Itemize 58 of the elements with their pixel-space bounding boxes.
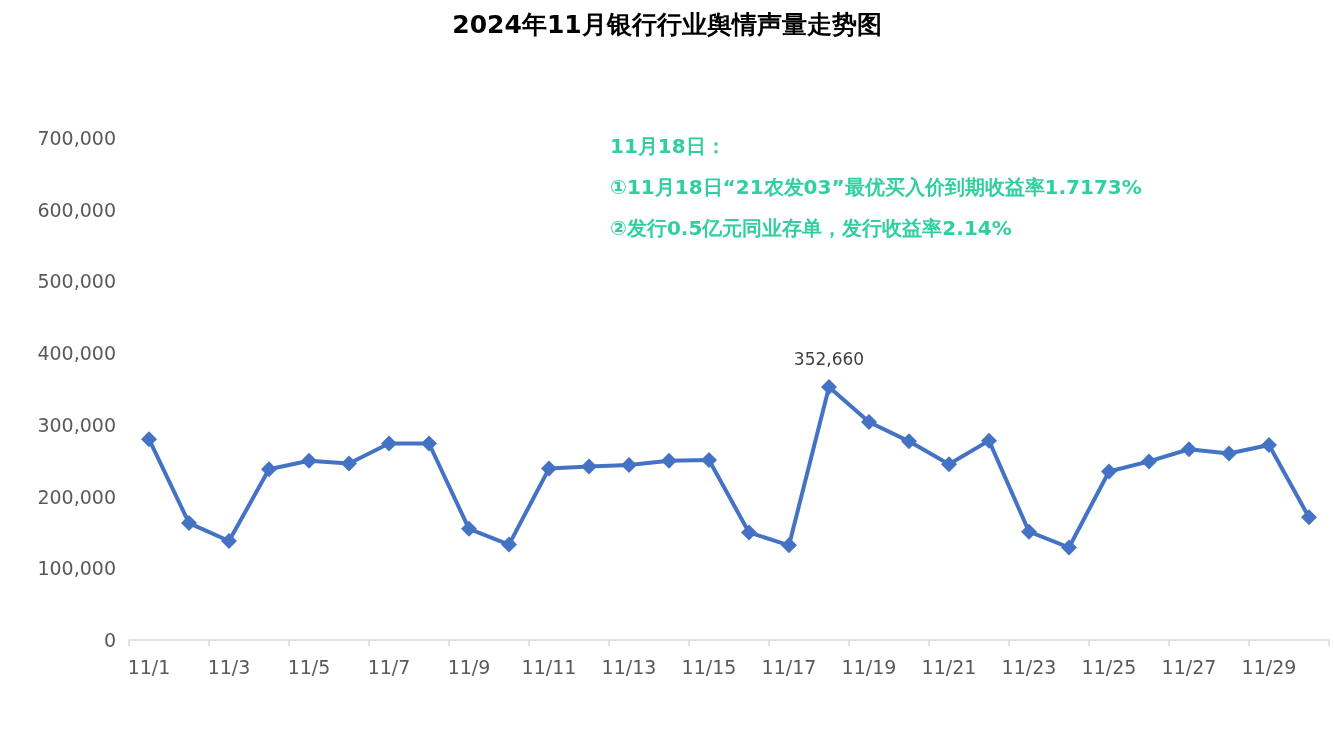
point xyxy=(341,455,357,472)
point xyxy=(701,452,717,468)
x-tick-label: 11/5 xyxy=(287,656,331,678)
point xyxy=(941,456,957,473)
point xyxy=(1221,445,1237,462)
data-label: 352,660 xyxy=(793,349,865,370)
x-tick-label: 11/15 xyxy=(681,656,737,678)
point xyxy=(1141,453,1157,470)
point xyxy=(1261,436,1277,453)
x-tick-label: 11/13 xyxy=(601,656,657,678)
y-tick-label: 600,000 xyxy=(37,198,116,221)
annotation: ①11月18日“21农发03”最优买入价到期收益率1.7173% xyxy=(610,174,1142,201)
x-tick-label: 11/3 xyxy=(207,656,251,678)
y-tick-label: 500,000 xyxy=(37,270,116,293)
y-tick-label: 200,000 xyxy=(37,485,116,508)
point xyxy=(661,452,677,469)
point xyxy=(221,533,237,550)
y-tick-label: 100,000 xyxy=(37,557,116,580)
x-tick-label: 11/29 xyxy=(1241,656,1297,678)
x-tick-label: 11/11 xyxy=(521,656,577,678)
point xyxy=(501,536,517,553)
point xyxy=(1301,509,1317,526)
point xyxy=(581,458,597,475)
point xyxy=(181,515,197,532)
point xyxy=(261,461,277,478)
chart-title: 2024年11月银行行业舆情声量走势图 xyxy=(451,9,883,41)
x-tick-label: 11/25 xyxy=(1081,656,1137,678)
y-tick-label: 700,000 xyxy=(37,127,116,149)
point xyxy=(1061,539,1077,556)
point xyxy=(781,537,797,554)
point xyxy=(421,435,437,452)
point xyxy=(861,413,877,430)
point xyxy=(141,431,157,448)
x-tick-label: 11/9 xyxy=(447,656,491,678)
x-tick-label: 11/1 xyxy=(127,656,171,678)
y-tick-label: 0 xyxy=(103,629,116,651)
point xyxy=(301,452,317,469)
point xyxy=(1021,523,1037,540)
x-tick-label: 11/19 xyxy=(841,656,897,678)
x-tick-label: 11/21 xyxy=(921,656,977,678)
x-tick-label: 11/17 xyxy=(761,656,817,678)
point xyxy=(901,433,917,450)
point xyxy=(1181,441,1197,458)
x-tick-label: 11/7 xyxy=(367,656,411,678)
y-tick-label: 400,000 xyxy=(37,342,116,365)
point xyxy=(541,460,557,477)
point xyxy=(821,379,837,396)
point xyxy=(741,524,757,541)
annotation: 11月18日： xyxy=(610,133,727,160)
point xyxy=(381,435,397,452)
point xyxy=(981,432,997,449)
x-tick-label: 11/27 xyxy=(1161,656,1217,678)
point xyxy=(1101,463,1117,480)
y-tick-label: 300,000 xyxy=(37,413,116,436)
x-tick-label: 11/23 xyxy=(1001,656,1057,678)
point xyxy=(461,520,477,537)
annotation: ②发行0.5亿元同业存单，发行收益率2.14% xyxy=(610,215,1013,242)
point xyxy=(621,457,637,474)
